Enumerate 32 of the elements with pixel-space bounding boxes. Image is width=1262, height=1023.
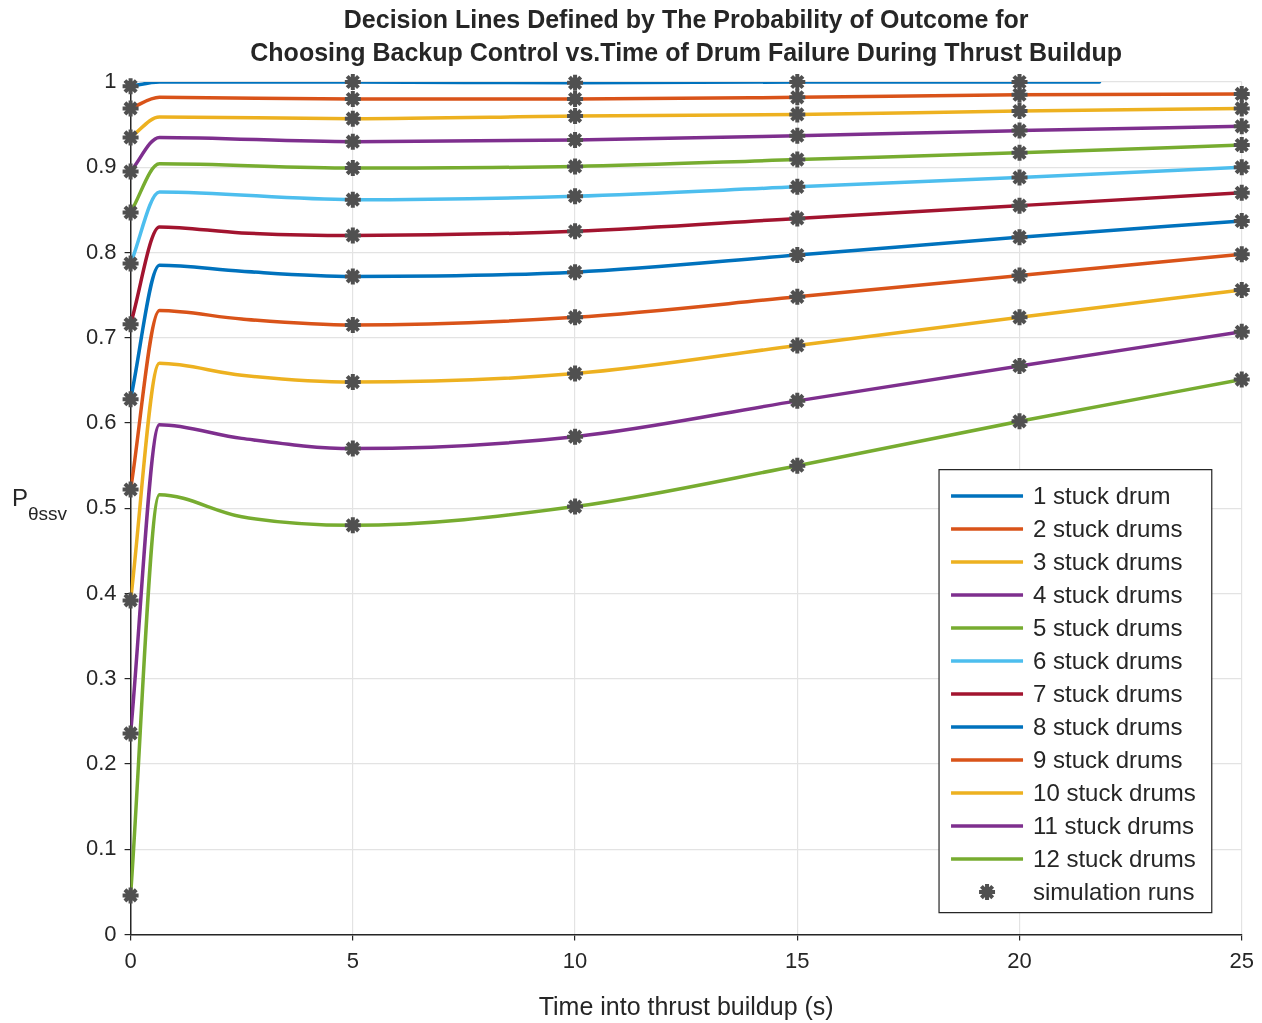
legend-label: 5 stuck drums: [1033, 613, 1183, 641]
y-tick-label: 0.9: [85, 153, 117, 179]
legend-label: 2 stuck drums: [1033, 514, 1183, 542]
legend-label: 3 stuck drums: [1033, 547, 1183, 575]
y-tick-label: 0.3: [85, 664, 117, 690]
legend-label: 4 stuck drums: [1033, 580, 1183, 608]
legend-label: 9 stuck drums: [1033, 745, 1183, 773]
y-tick-label: 0.4: [85, 579, 117, 605]
legend-label: simulation runs: [1033, 877, 1195, 905]
legend-label: 7 stuck drums: [1033, 679, 1183, 707]
y-tick-label: 0: [104, 920, 117, 946]
legend-label: 10 stuck drums: [1033, 778, 1196, 806]
y-tick-label: 0.6: [85, 409, 117, 435]
x-tick-label: 0: [124, 947, 137, 973]
x-tick-label: 20: [1007, 947, 1032, 973]
y-tick-label: 0.2: [85, 750, 117, 776]
y-tick-label: 1: [104, 68, 117, 94]
legend-label: 8 stuck drums: [1033, 712, 1183, 740]
x-tick-label: 5: [346, 947, 359, 973]
y-tick-label: 0.8: [85, 238, 117, 264]
x-tick-label: 25: [1229, 947, 1255, 973]
y-tick-label: 0.5: [85, 494, 117, 520]
legend-label: 12 stuck drums: [1033, 844, 1196, 872]
y-tick-label: 0.1: [85, 835, 117, 861]
legend-label: 11 stuck drums: [1033, 811, 1194, 839]
chart-title: Decision Lines Defined by The Probability of Outcome for Choosing Backup Control vs.Time of Drum Failure During Thrust Buildup: [250, 5, 1123, 66]
x-tick-label: 15: [785, 947, 810, 973]
legend-label: 1 stuck drum: [1033, 481, 1171, 509]
legend-label: 6 stuck drums: [1033, 646, 1183, 674]
x-tick-label: 10: [562, 947, 588, 973]
x-axis-title: Time into thrust buildup (s): [538, 992, 834, 1020]
y-tick-label: 0.7: [85, 323, 117, 349]
